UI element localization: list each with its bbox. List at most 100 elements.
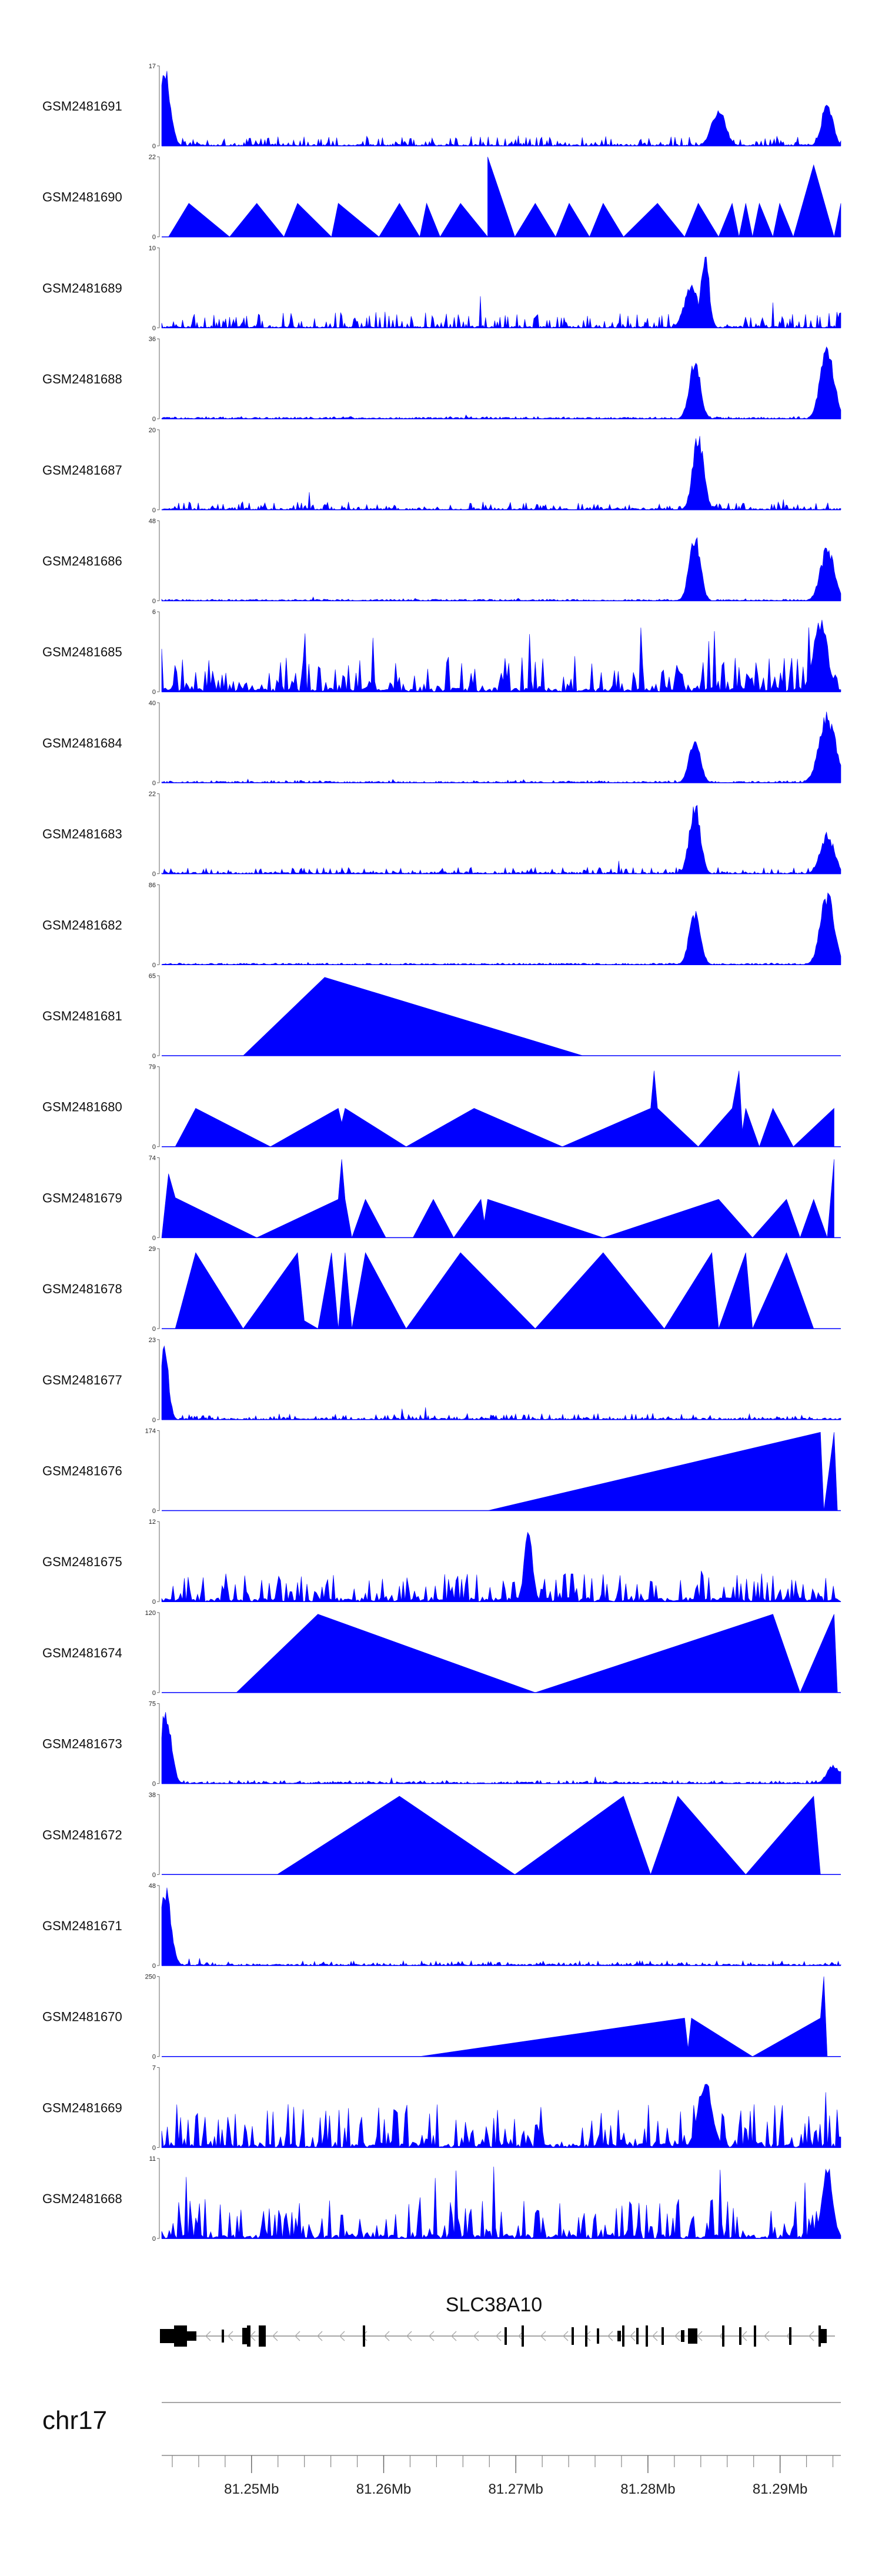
track-GSM2481685: GSM2481685 6 0 <box>42 609 841 696</box>
y-min-label: 0 <box>152 234 156 241</box>
axis-tick-label: 81.28Mb <box>620 2481 675 2497</box>
exon <box>247 2325 250 2347</box>
coverage-area <box>161 1712 841 1784</box>
track-GSM2481684: GSM2481684 40 0 <box>42 700 841 787</box>
y-min-label: 0 <box>152 507 156 514</box>
y-min-label: 0 <box>152 598 156 605</box>
strand-arrow <box>741 2331 747 2341</box>
coverage-area <box>161 805 841 875</box>
y-max-label: 20 <box>149 427 156 434</box>
track-GSM2481678: GSM2481678 29 0 <box>42 1246 841 1333</box>
strand-arrow <box>496 2331 502 2341</box>
coverage-area <box>161 892 841 965</box>
coverage-area <box>242 977 583 1056</box>
track-label: GSM2481675 <box>42 1554 122 1569</box>
coverage-area <box>161 1345 841 1420</box>
genome-axis: chr17 81.25Mb 81.26Mb 81.27Mb 81.28Mb 81.29M… <box>42 2402 841 2497</box>
coverage-area <box>161 1531 841 1602</box>
y-max-label: 40 <box>149 700 156 707</box>
y-max-label: 36 <box>149 336 156 343</box>
y-min-label: 0 <box>152 689 156 696</box>
chromosome-label: chr17 <box>42 2406 107 2435</box>
track-label: GSM2481670 <box>42 2010 122 2024</box>
y-max-label: 12 <box>149 1519 156 1526</box>
coverage-area <box>161 2166 841 2240</box>
y-min-label: 0 <box>152 416 156 423</box>
track-label: GSM2481690 <box>42 190 122 205</box>
track-label: GSM2481669 <box>42 2100 122 2115</box>
y-min-label: 0 <box>152 1326 156 1333</box>
y-max-label: 38 <box>149 1791 156 1798</box>
strand-arrow <box>228 2331 233 2341</box>
strand-arrow <box>429 2331 435 2341</box>
track-label: GSM2481686 <box>42 554 122 569</box>
strand-arrow <box>674 2331 680 2341</box>
exon <box>505 2327 507 2345</box>
track-GSM2481686: GSM2481686 48 0 <box>42 518 841 605</box>
y-min-label: 0 <box>152 1599 156 1606</box>
y-min-label: 0 <box>152 325 156 332</box>
track-label: GSM2481674 <box>42 1646 122 1660</box>
track-GSM2481675: GSM2481675 12 0 <box>42 1519 841 1606</box>
y-max-label: 250 <box>145 1974 156 1981</box>
track-GSM2481674: GSM2481674 120 0 <box>42 1610 841 1697</box>
y-max-label: 65 <box>149 973 156 980</box>
y-max-label: 48 <box>149 1883 156 1890</box>
track-label: GSM2481676 <box>42 1464 122 1479</box>
exon <box>597 2328 599 2344</box>
strand-arrow <box>362 2331 368 2341</box>
track-label: GSM2481685 <box>42 645 122 659</box>
y-min-label: 0 <box>152 2235 156 2243</box>
track-GSM2481689: GSM2481689 10 0 <box>42 245 841 332</box>
coverage-area <box>175 1070 834 1147</box>
tracks-group: GSM2481691170GSM2481690220GSM2481689100G… <box>42 63 841 2243</box>
y-max-label: 86 <box>149 882 156 889</box>
exon <box>821 2329 827 2343</box>
y-min-label: 0 <box>152 1871 156 1878</box>
track-GSM2481687: GSM2481687 20 0 <box>42 427 841 514</box>
y-max-label: 23 <box>149 1337 156 1344</box>
track-GSM2481673: GSM2481673 75 0 <box>42 1701 841 1788</box>
coverage-area <box>419 1976 828 2057</box>
exon <box>572 2327 574 2345</box>
exon <box>363 2325 365 2347</box>
exon <box>681 2330 684 2342</box>
track-GSM2481690: GSM2481690 22 0 <box>42 154 841 241</box>
y-max-label: 79 <box>149 1064 156 1071</box>
track-label: GSM2481688 <box>42 372 122 386</box>
y-min-label: 0 <box>152 1234 156 1242</box>
track-label: GSM2481683 <box>42 827 122 842</box>
track-GSM2481691: GSM2481691 17 0 <box>42 63 841 150</box>
coverage-area <box>276 1796 827 1876</box>
y-max-label: 174 <box>145 1428 156 1435</box>
exon <box>160 2329 174 2343</box>
strand-arrow <box>205 2331 211 2341</box>
y-max-label: 17 <box>149 63 156 70</box>
track-label: GSM2481673 <box>42 1737 122 1751</box>
track-GSM2481679: GSM2481679 74 0 <box>42 1154 841 1242</box>
exon <box>662 2327 664 2345</box>
track-GSM2481669: GSM2481669 7 0 <box>42 2064 841 2151</box>
y-max-label: 6 <box>152 609 156 616</box>
track-GSM2481682: GSM2481682 86 0 <box>42 882 841 969</box>
coverage-area <box>161 1887 841 1966</box>
strand-arrow <box>451 2331 457 2341</box>
strand-arrow <box>295 2331 300 2341</box>
coverage-area <box>161 71 841 147</box>
y-max-label: 29 <box>149 1246 156 1253</box>
y-max-label: 22 <box>149 154 156 161</box>
track-label: GSM2481672 <box>42 1827 122 1842</box>
axis-tick-label: 81.27Mb <box>489 2481 543 2497</box>
y-min-label: 0 <box>152 1963 156 1970</box>
y-max-label: 10 <box>149 245 156 252</box>
axis-tick-label: 81.26Mb <box>356 2481 411 2497</box>
y-min-label: 0 <box>152 1508 156 1515</box>
y-max-label: 120 <box>145 1610 156 1617</box>
strand-arrow <box>808 2331 814 2341</box>
exon <box>754 2325 756 2347</box>
strand-arrow <box>630 2331 636 2341</box>
strand-arrow <box>406 2331 412 2341</box>
y-min-label: 0 <box>152 1053 156 1060</box>
exon <box>617 2331 621 2341</box>
track-label: GSM2481689 <box>42 281 122 295</box>
